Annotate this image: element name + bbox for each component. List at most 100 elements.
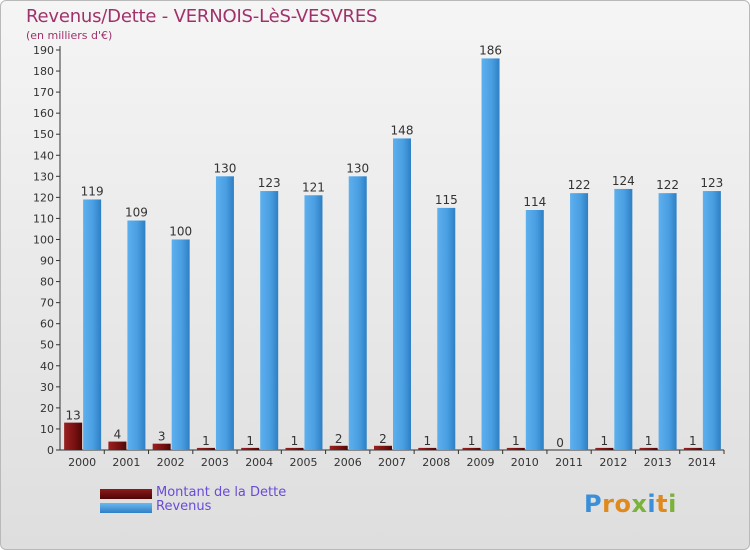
logo-letter: x [631,490,648,518]
data-label-revenus: 109 [125,206,148,220]
legend-label-debt: Montant de la Dette [156,485,287,500]
bar-revenus [437,207,456,450]
proxiti-logo: Proxiti [584,490,677,518]
data-label-dette: 1 [468,434,476,448]
data-label-dette: 1 [689,434,697,448]
logo-letter: t [656,490,669,518]
y-tick-label: 100 [33,233,54,246]
legend-label-revenus: Revenus [156,499,212,514]
y-tick-label: 150 [33,128,54,141]
data-label-revenus: 124 [612,174,635,188]
bar-dette [64,422,83,450]
x-tick-label: 2014 [688,456,716,469]
data-label-revenus: 114 [523,195,546,209]
data-label-dette: 1 [423,434,431,448]
x-tick-label: 2003 [201,456,229,469]
chart-bars [64,58,721,451]
data-label-dette: 1 [291,434,299,448]
bar-dette [196,447,215,450]
bar-revenus [393,138,411,450]
y-tick-label: 90 [40,255,54,268]
logo-letter: r [602,490,615,518]
data-label-dette: 1 [246,434,254,448]
y-tick-label: 20 [40,402,54,415]
data-label-revenus: 119 [81,184,104,198]
bar-dette [329,445,348,450]
y-tick-label: 140 [33,149,54,162]
bar-revenus [614,188,633,450]
x-tick-label: 2004 [245,456,273,469]
data-label-revenus: 121 [302,180,325,194]
x-tick-label: 2001 [112,456,140,469]
bar-revenus [83,199,102,450]
data-label-revenus: 123 [700,176,723,190]
y-tick-label: 0 [47,444,54,457]
logo-letter: i [668,490,677,518]
data-label-revenus: 123 [258,176,281,190]
x-tick-label: 2011 [555,456,583,469]
bar-revenus [260,191,279,451]
y-tick-label: 40 [40,360,54,373]
bar-revenus [348,176,367,450]
y-tick-label: 120 [33,191,54,204]
x-tick-label: 2009 [467,456,495,469]
legend-swatch-revenus [100,503,152,513]
x-tick-label: 2007 [378,456,406,469]
x-tick-label: 2010 [511,456,539,469]
data-label-revenus: 186 [479,43,502,57]
bar-revenus [127,220,146,450]
data-label-dette: 1 [512,434,520,448]
data-label-revenus: 130 [346,161,369,175]
bar-dette [108,441,127,450]
logo-letter: i [647,490,657,518]
data-label-dette: 1 [601,434,609,448]
chart-axes: 0102030405060708090100110120130140150160… [33,44,725,469]
data-label-dette: 13 [65,409,80,423]
y-tick-label: 10 [40,423,54,436]
y-tick-label: 30 [40,381,54,394]
logo-letter: o [614,490,632,518]
data-label-dette: 2 [379,432,387,446]
bar-revenus [525,210,544,450]
y-tick-label: 70 [40,297,54,310]
chart-value-labels: 13 119 4 109 3 100 1 130 1 123 1 121 2 130 2 148 1 115 1 18… [65,43,723,450]
x-tick-label: 2002 [157,456,185,469]
legend-swatch-debt [100,489,152,499]
y-tick-label: 180 [33,65,54,78]
y-tick-label: 190 [33,44,54,57]
x-tick-label: 2000 [68,456,96,469]
chart-title: Revenus/Dette - VERNOIS-LèS-VESVRES [26,6,378,27]
y-tick-label: 80 [40,276,54,289]
data-label-revenus: 115 [435,193,458,207]
data-label-dette: 1 [202,434,210,448]
bar-dette [639,447,658,450]
x-tick-label: 2013 [644,456,672,469]
y-tick-label: 60 [40,318,54,331]
data-label-revenus: 100 [169,224,192,238]
bar-dette [506,447,525,450]
data-label-dette: 4 [114,428,122,442]
data-label-dette: 1 [645,434,653,448]
y-tick-label: 160 [33,107,54,120]
data-label-revenus: 122 [656,178,679,192]
x-tick-label: 2006 [334,456,362,469]
bar-dette [152,443,171,450]
bar-revenus [171,239,190,450]
bar-revenus [304,195,323,450]
data-label-dette: 0 [556,436,564,450]
data-label-dette: 3 [158,430,166,444]
y-tick-label: 50 [40,339,54,352]
logo-letter: P [584,490,603,518]
bar-dette [683,447,702,450]
bar-revenus [215,176,234,450]
y-tick-label: 110 [33,212,54,225]
bar-dette [285,447,304,450]
bar-dette [241,447,260,450]
x-tick-label: 2008 [422,456,450,469]
bar-dette [418,447,437,450]
bar-revenus [702,191,721,451]
data-label-dette: 2 [335,432,343,446]
x-tick-label: 2005 [289,456,317,469]
data-label-revenus: 148 [391,123,414,137]
